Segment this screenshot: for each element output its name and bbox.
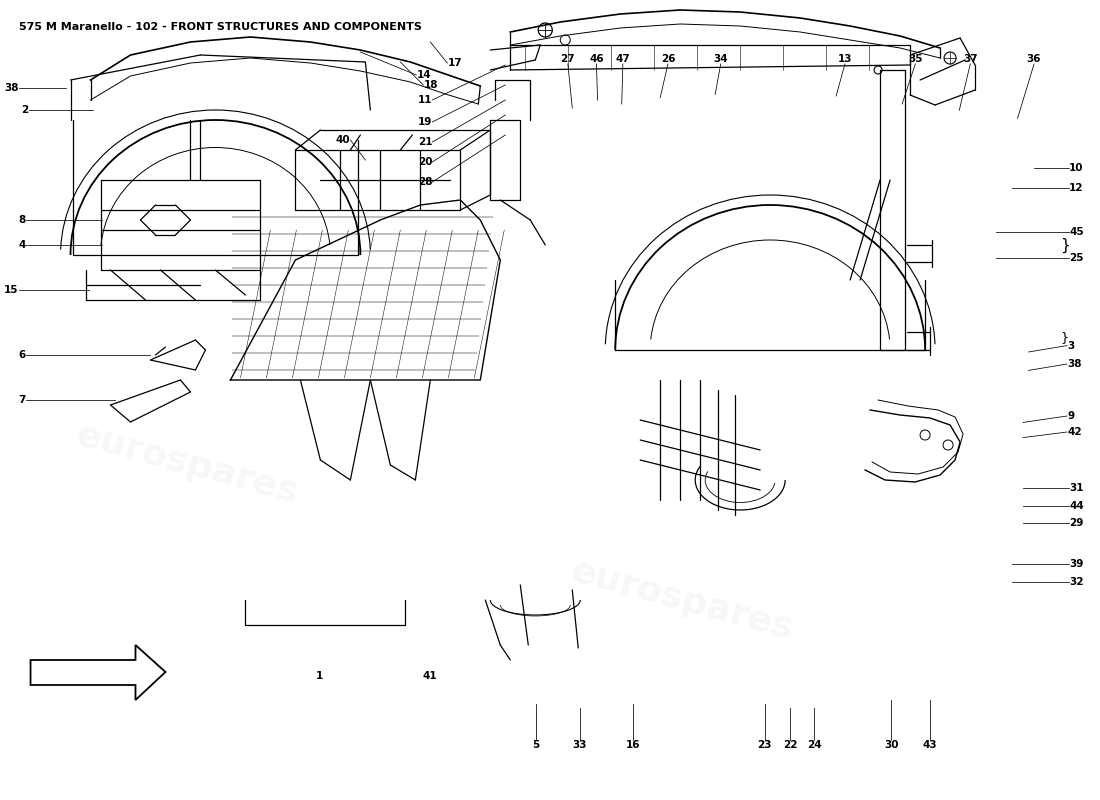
Text: 33: 33 [573,740,587,750]
Text: 26: 26 [661,54,675,64]
Text: 21: 21 [418,137,432,147]
Text: 45: 45 [1069,227,1084,237]
Text: 7: 7 [19,395,25,405]
Text: 9: 9 [1067,411,1074,421]
Text: 31: 31 [1069,483,1084,493]
Text: eurospares: eurospares [73,418,303,510]
Text: 17: 17 [448,58,462,68]
Text: 34: 34 [714,54,728,64]
Text: 22: 22 [783,740,798,750]
Text: }: } [1060,331,1068,345]
Text: 24: 24 [806,740,822,750]
Text: 36: 36 [1026,54,1042,64]
Text: 39: 39 [1069,559,1084,569]
Text: 41: 41 [422,671,437,681]
Text: 35: 35 [908,54,923,64]
Text: 20: 20 [418,157,432,167]
Text: 32: 32 [1069,578,1084,587]
Text: 46: 46 [590,54,604,64]
Text: 13: 13 [838,54,853,64]
Text: 42: 42 [1067,427,1081,437]
Text: 15: 15 [4,285,19,295]
Text: 14: 14 [416,70,431,80]
Text: 18: 18 [424,80,438,90]
Text: 47: 47 [616,54,630,64]
Text: 6: 6 [19,350,25,360]
Text: 8: 8 [19,215,25,225]
Text: 19: 19 [418,117,432,127]
Text: 37: 37 [962,54,978,64]
Text: 12: 12 [1069,183,1084,193]
Text: 2: 2 [21,105,29,115]
Text: eurospares: eurospares [568,554,798,646]
Text: 44: 44 [1069,501,1084,510]
Text: 4: 4 [19,240,25,250]
Text: 23: 23 [758,740,772,750]
Text: 27: 27 [561,54,575,64]
Text: 43: 43 [922,740,937,750]
Text: 11: 11 [418,95,432,105]
Text: 25: 25 [1069,253,1084,262]
Text: 575 M Maranello - 102 - FRONT STRUCTURES AND COMPONENTS: 575 M Maranello - 102 - FRONT STRUCTURES… [19,22,421,32]
Text: 29: 29 [1069,518,1084,528]
Text: 30: 30 [884,740,899,750]
Text: 38: 38 [4,83,19,93]
Text: 40: 40 [336,135,351,145]
Text: 10: 10 [1069,163,1084,173]
Text: 3: 3 [1067,341,1075,350]
Polygon shape [31,645,165,700]
Text: 28: 28 [418,177,432,187]
Text: 38: 38 [1067,359,1081,369]
Text: 5: 5 [532,740,540,750]
Text: }: } [1060,238,1070,253]
Text: 16: 16 [626,740,640,750]
Text: 1: 1 [316,671,323,681]
